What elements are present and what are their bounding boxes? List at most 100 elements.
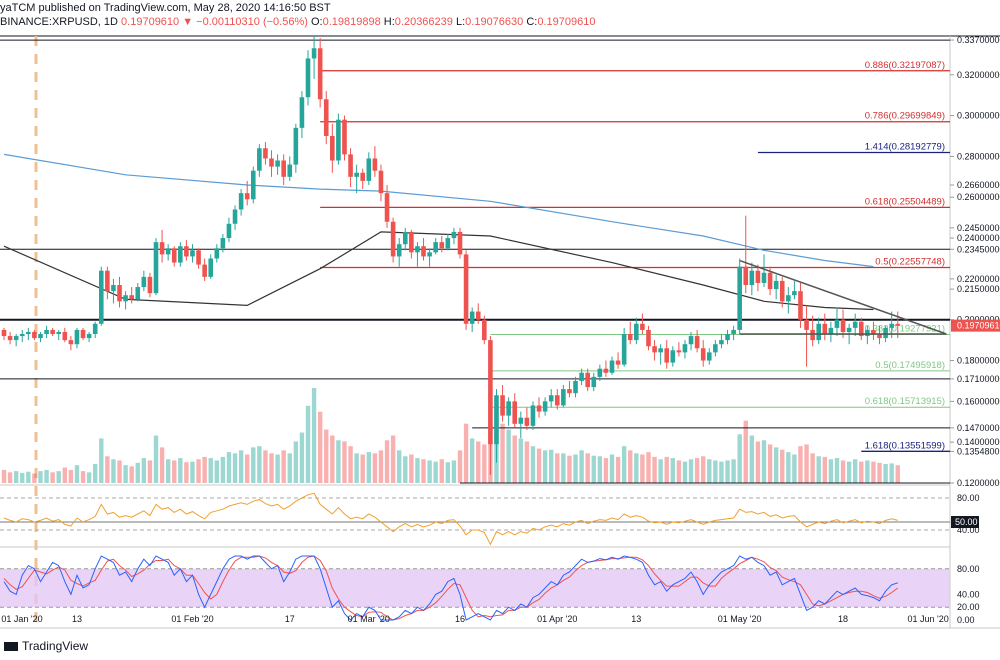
time-axis-label: 01 Jan '20	[1, 614, 42, 624]
candle-body	[129, 295, 134, 300]
low-value: 0.19076630	[465, 16, 524, 28]
candle-body	[80, 329, 86, 339]
candle-body	[554, 395, 560, 406]
candle-body	[828, 327, 834, 334]
candle-body	[62, 331, 68, 341]
candle-body	[202, 264, 207, 277]
candle-body	[396, 244, 402, 257]
volume-bar	[409, 454, 414, 483]
tradingview-logo[interactable]: TradingView	[4, 639, 88, 653]
fib-level-label: 0.618(0.15713915)	[865, 396, 945, 407]
symbol-name[interactable]: BINANCE:XRPUSD, 1D	[0, 16, 118, 28]
candle-body	[269, 158, 274, 167]
candle-body	[117, 285, 122, 302]
ma200-line	[3, 153, 874, 268]
volume-bar	[646, 452, 651, 483]
volume-bar	[634, 453, 639, 483]
price-axis-label: 0.13548006	[957, 446, 1000, 456]
candle-body	[86, 334, 92, 339]
candle-body	[834, 319, 840, 328]
candle-body	[263, 148, 268, 159]
price-axis-label: 0.24500000	[957, 223, 1000, 233]
volume-bar	[457, 450, 463, 483]
price-axis-label: 0.21500000	[957, 284, 1000, 294]
candle-body	[889, 323, 894, 328]
volume-bar	[688, 459, 694, 483]
candle-body	[573, 380, 578, 394]
volume-bar	[50, 472, 55, 483]
volume-bar	[713, 460, 718, 483]
candle-body	[275, 160, 280, 167]
candle-body	[725, 334, 730, 341]
volume-bar	[628, 450, 633, 483]
volume-bar	[482, 444, 487, 483]
candle-body	[32, 331, 37, 339]
volume-bar	[360, 454, 365, 483]
rsi-value-tag	[951, 516, 979, 528]
candle-body	[68, 340, 74, 345]
volume-bar	[883, 464, 888, 483]
candle-body	[694, 336, 700, 349]
price-axis-label: 0.16000000	[957, 396, 1000, 406]
volume-bar	[421, 459, 426, 483]
volume-bar	[804, 444, 809, 483]
candle-body	[421, 246, 426, 257]
volume-bar	[293, 441, 299, 483]
candle-body	[13, 336, 19, 341]
candle-body	[98, 270, 104, 324]
candle-body	[749, 270, 755, 286]
volume-bar	[238, 450, 244, 483]
open-value: 0.19819898	[322, 16, 381, 28]
candle-body	[664, 348, 670, 363]
volume-bar	[202, 456, 207, 483]
candle-body	[798, 291, 803, 320]
volume-bar	[573, 454, 578, 483]
fib-level-label: 0.886(0.32197087)	[865, 60, 945, 71]
candle-body	[56, 331, 62, 334]
volume-bar	[798, 446, 803, 483]
candle-body	[366, 158, 372, 181]
candle-body	[682, 344, 688, 353]
candle-body	[38, 334, 43, 339]
candle-body	[19, 334, 25, 337]
volume-bar	[506, 429, 511, 483]
volume-bar	[99, 438, 104, 483]
candle-body	[883, 327, 888, 339]
candle-body	[640, 323, 645, 330]
open-label: O:	[310, 16, 323, 28]
price-axis-label: 0.28000000	[957, 151, 1000, 161]
time-axis-label: 18	[838, 614, 848, 624]
volume-bar	[245, 454, 250, 483]
volume-bar	[871, 461, 876, 483]
candle-body	[378, 170, 384, 194]
time-axis-label: 01 Feb '20	[171, 614, 213, 624]
candle-body	[354, 172, 359, 177]
candle-body	[700, 348, 706, 361]
high-label: H:	[383, 16, 395, 28]
volume-bar	[500, 423, 505, 483]
volume-bar	[226, 452, 232, 483]
volume-bar	[305, 405, 311, 483]
volume-bar	[251, 447, 256, 483]
time-axis-label: 13	[72, 614, 82, 624]
stoch-k-line	[3, 555, 898, 621]
candle-body	[840, 319, 846, 332]
candle-body	[178, 246, 183, 263]
candle-body	[111, 285, 116, 292]
candle-body	[26, 331, 31, 334]
tradingview-icon	[4, 642, 18, 652]
candle-body	[603, 368, 609, 373]
volume-bar	[561, 453, 566, 483]
volume-bar	[822, 456, 827, 483]
stoch-axis-label: 0.00	[957, 615, 975, 625]
volume-bar	[366, 452, 371, 483]
candle-body	[518, 417, 524, 424]
candle-body	[287, 164, 293, 177]
rsi-axis-label: 40.00	[957, 525, 980, 535]
volume-bar	[439, 459, 444, 483]
volume-bar	[13, 471, 19, 483]
volume-bar	[275, 454, 280, 483]
candle-body	[141, 276, 147, 288]
candle-body	[475, 311, 481, 320]
